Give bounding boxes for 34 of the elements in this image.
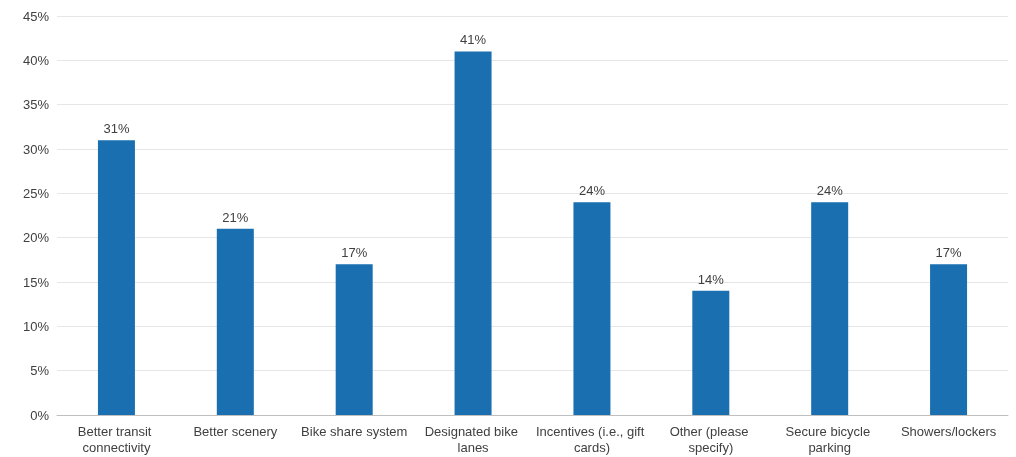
- bar: [930, 264, 968, 415]
- y-tick-label: 10%: [22, 318, 50, 334]
- x-tick-label: Bike share system: [301, 423, 408, 439]
- data-label: 24%: [578, 183, 606, 199]
- y-tick-label: 45%: [22, 8, 50, 24]
- x-tick-label: Other (please specify): [669, 423, 752, 455]
- x-tick-label: Incentives (i.e., gift cards): [535, 423, 648, 455]
- bar: [216, 228, 254, 415]
- data-label: 14%: [697, 271, 725, 287]
- y-tick-label: 0%: [30, 407, 50, 423]
- y-tick-label: 35%: [22, 97, 50, 113]
- y-tick-label: 20%: [22, 230, 50, 246]
- x-tick-label: Better transit connectivity: [77, 423, 156, 455]
- y-tick-label: 40%: [22, 52, 50, 68]
- y-tick-label: 15%: [22, 274, 50, 290]
- bar: [454, 51, 492, 415]
- data-label: 17%: [935, 245, 963, 261]
- y-tick-label: 5%: [30, 363, 50, 379]
- y-tick-label: 30%: [22, 141, 50, 157]
- bar: [335, 264, 373, 415]
- x-tick-label: Secure bicycle parking: [785, 423, 874, 455]
- y-tick-label: 25%: [22, 185, 50, 201]
- data-label: 17%: [341, 245, 368, 261]
- bar: [573, 202, 611, 415]
- x-tick-label: Designated bike lanes: [424, 423, 522, 455]
- x-tick-label: Showers/lockers: [900, 423, 997, 439]
- bar: [811, 202, 849, 415]
- x-tick-label: Better scenery: [193, 423, 278, 439]
- data-label: 24%: [816, 183, 844, 199]
- bar: [97, 140, 135, 415]
- data-label: 41%: [460, 32, 487, 48]
- data-label: 31%: [103, 121, 130, 137]
- data-label: 21%: [222, 209, 249, 225]
- bar: [692, 290, 730, 415]
